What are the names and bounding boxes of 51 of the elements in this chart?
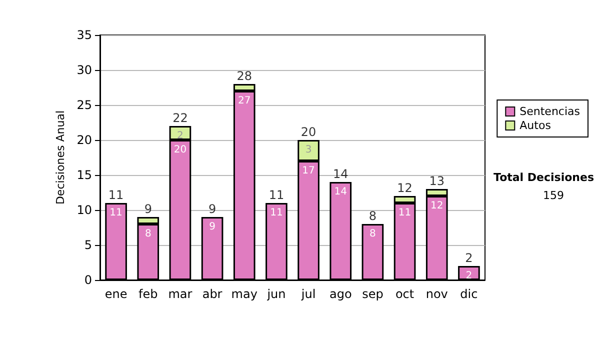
total-label: 13	[429, 174, 445, 188]
text: 159	[543, 189, 564, 202]
data-label: 11	[110, 208, 122, 218]
data-label: 20	[174, 144, 187, 156]
data-label: 12	[430, 200, 444, 212]
y-tick-label: 30	[76, 63, 92, 77]
data-label: 9	[209, 222, 216, 232]
x-tick-label: dic	[460, 287, 478, 301]
total-label: 2	[465, 251, 473, 265]
data-label: 2	[466, 270, 472, 282]
total-label: 9	[144, 202, 152, 216]
x-tick-label: feb	[138, 287, 158, 301]
data-label: 8	[144, 228, 152, 240]
x-tick-label: jun	[266, 287, 286, 301]
total-label: 8	[368, 209, 377, 223]
data-label: 2	[177, 130, 184, 142]
x-tick-label: abr	[202, 287, 222, 301]
data-label: 8	[370, 228, 376, 240]
data-label: 11	[398, 208, 412, 218]
legend-label: Sentencias	[520, 105, 580, 118]
total-label: 9	[208, 202, 216, 216]
y-axis-title: Decisiones Anual	[54, 110, 67, 205]
data-label: 11	[270, 208, 283, 218]
x-tick-label: may	[231, 287, 258, 301]
y-tick-label: 35	[76, 28, 92, 42]
x-tick-label: ago	[329, 287, 352, 301]
y-tick-label: 10	[76, 203, 92, 217]
data-label: 17	[302, 166, 315, 176]
total-label: 22	[172, 111, 188, 125]
y-tick-label: 0	[84, 273, 92, 287]
x-tick-label: sep	[362, 287, 384, 301]
data-label: 27	[238, 96, 251, 106]
total-label: 28	[236, 69, 252, 83]
x-tick-label: nov	[426, 287, 448, 301]
total-label: 11	[108, 188, 124, 202]
x-tick-label: mar	[168, 287, 192, 301]
x-tick-label: oct	[395, 287, 414, 301]
x-tick-label: jul	[300, 287, 316, 301]
y-tick-label: 25	[76, 98, 92, 112]
y-tick-label: 20	[76, 133, 92, 147]
legend-label: Autos	[520, 119, 552, 132]
total-label: 12	[397, 181, 412, 195]
x-tick-label: ene	[104, 287, 128, 301]
data-label: 14	[334, 186, 347, 198]
data-label: 3	[305, 144, 312, 156]
y-tick-label: 5	[84, 238, 92, 252]
total-label: 14	[332, 167, 348, 181]
y-tick-label: 15	[76, 168, 92, 182]
text: Total Decisiones	[494, 171, 594, 184]
total-label: 11	[268, 188, 284, 202]
total-label: 20	[300, 125, 316, 139]
